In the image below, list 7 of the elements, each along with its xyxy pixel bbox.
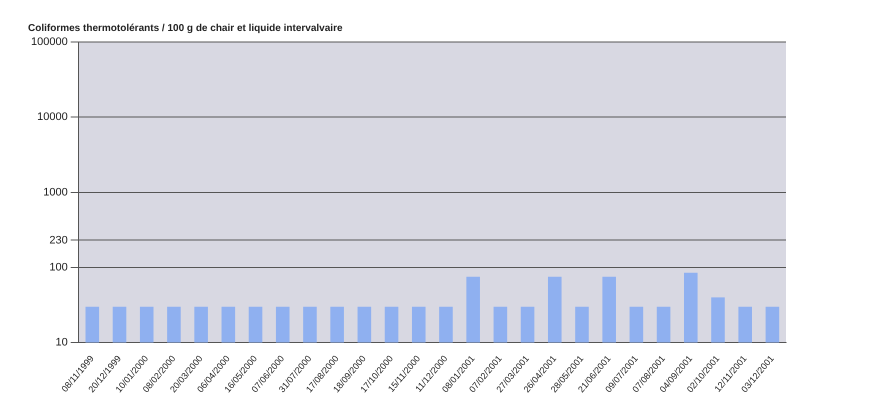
y-tick-label: 10 bbox=[55, 336, 68, 349]
y-tick-label: 1000 bbox=[43, 186, 68, 198]
y-tick-label: 230 bbox=[49, 234, 68, 246]
y-tick-label: 10000 bbox=[37, 111, 68, 124]
y-tick-label: 100 bbox=[49, 261, 68, 274]
y-tick-label: 100000 bbox=[30, 36, 68, 48]
chart-title: Coliformes thermotolérants / 100 g de chair et liquide intervalvaire bbox=[28, 22, 343, 34]
